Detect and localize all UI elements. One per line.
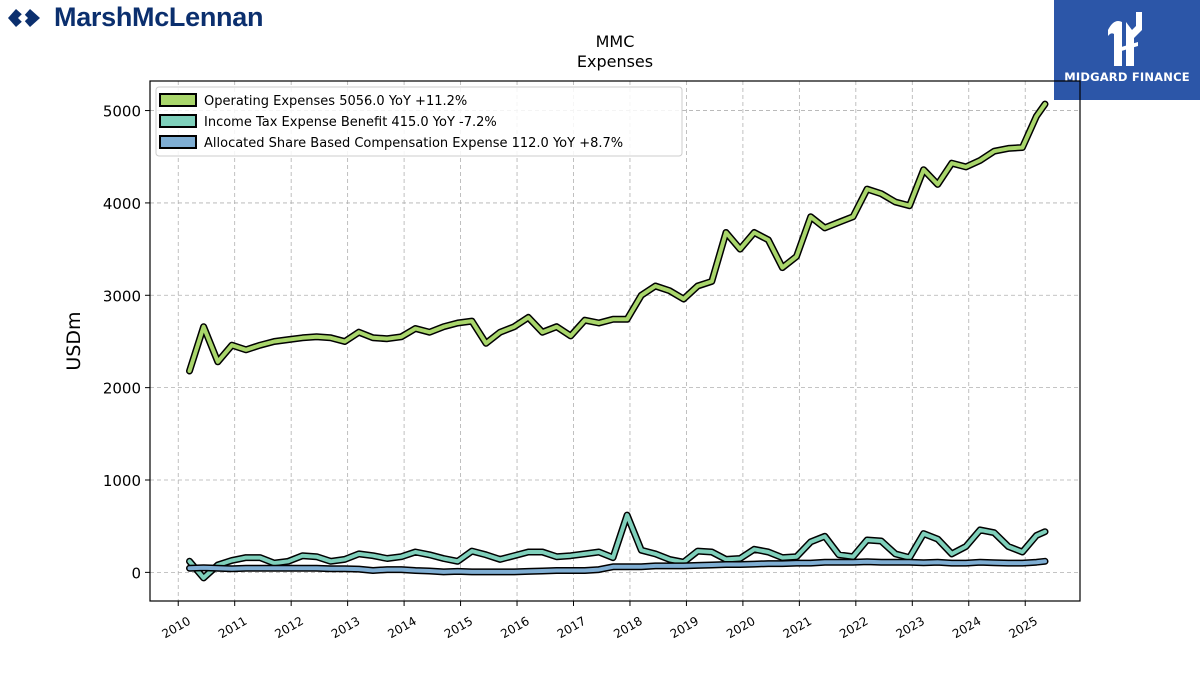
- y-tick-label: 3000: [103, 287, 141, 305]
- midgard-finance-mark-icon: [1108, 12, 1142, 66]
- x-tick-label: 2016: [498, 614, 531, 641]
- plot-frame: [149, 80, 1081, 602]
- legend-swatch: [159, 93, 197, 107]
- marsh-mclennan-logo: MarshMcLennan: [6, 2, 263, 33]
- y-tick-label: 5000: [103, 103, 141, 121]
- series-line-income-tax-expense-benefit: [187, 513, 1047, 580]
- legend-entry: Operating Expenses 5056.0 YoY +11.2%: [204, 94, 467, 109]
- legend-swatch: [159, 135, 197, 149]
- x-tick-label: 2019: [668, 614, 701, 641]
- x-tick-label: 2021: [781, 614, 814, 641]
- legend-entry: Income Tax Expense Benefit 415.0 YoY -7.…: [204, 115, 497, 130]
- y-tick-label: 1000: [103, 472, 141, 490]
- x-tick-label: 2010: [160, 614, 193, 641]
- series-lines: [186, 100, 1049, 582]
- series-line-operating-expenses: [187, 102, 1047, 373]
- company-logo-text: MarshMcLennan: [54, 2, 264, 32]
- x-tick-label: 2022: [837, 614, 870, 641]
- chart-subtitle: Expenses: [576, 52, 654, 71]
- x-tick-label: 2025: [1007, 614, 1040, 641]
- x-tick-label: 2015: [442, 614, 475, 641]
- chart-title: MMC: [595, 32, 635, 51]
- x-tick-label: 2013: [329, 614, 362, 641]
- x-tick-label: 2023: [894, 614, 927, 641]
- marsh-mclennan-mark-icon: [8, 8, 40, 27]
- series-line-allocated-share-based-compensation-expense: [187, 559, 1047, 574]
- legend-box: [155, 86, 683, 157]
- legend-swatch: [159, 114, 197, 128]
- midgard-finance-badge: MIDGARD FINANCE: [1054, 0, 1200, 100]
- x-tick-label: 2011: [216, 614, 249, 641]
- x-tick-label: 2020: [724, 614, 757, 641]
- y-tick-label: 2000: [103, 380, 141, 398]
- legend: Operating Expenses 5056.0 YoY +11.2% Inco…: [155, 86, 683, 157]
- badge-text: MIDGARD FINANCE: [1064, 70, 1190, 84]
- y-tick-label: 0: [131, 564, 141, 582]
- x-tick-label: 2014: [385, 614, 418, 641]
- y-tick-label: 4000: [103, 195, 141, 213]
- x-tick-label: 2018: [611, 614, 644, 641]
- y-axis-label: USDm: [63, 311, 85, 370]
- legend-entry: Allocated Share Based Compensation Expen…: [204, 136, 623, 151]
- x-tick-label: 2024: [950, 614, 983, 641]
- x-tick-label: 2012: [272, 614, 305, 641]
- x-tick-label: 2017: [555, 614, 588, 641]
